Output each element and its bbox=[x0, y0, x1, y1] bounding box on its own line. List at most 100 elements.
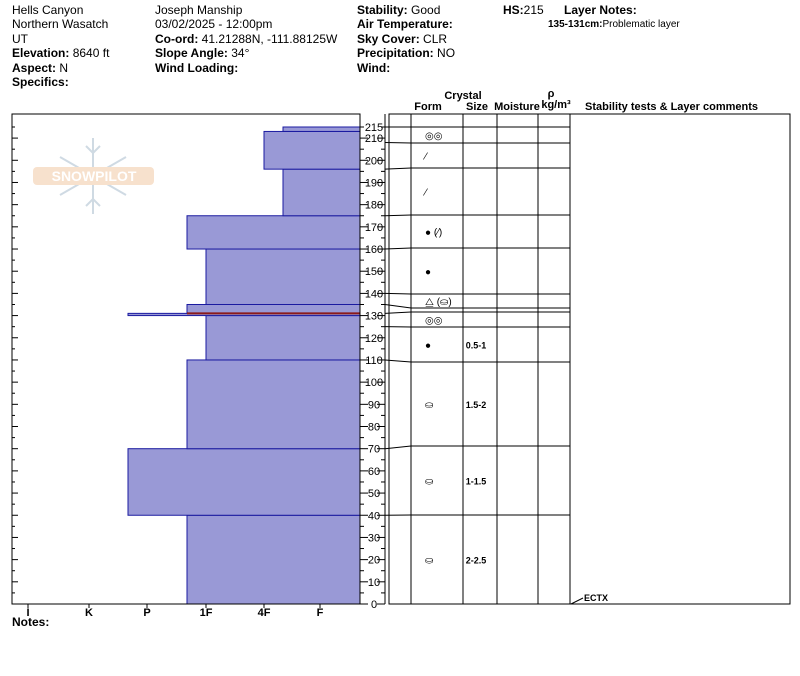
elevation-value: 8640 ft bbox=[72, 46, 110, 60]
aspect: Aspect: N bbox=[12, 61, 68, 75]
y-tick-label: 90 bbox=[368, 399, 380, 411]
y-tick-label: 70 bbox=[368, 444, 380, 456]
hardness-axis: I K P 1F 4F F bbox=[26, 604, 324, 619]
layer-connector bbox=[384, 311, 412, 314]
x-tick-label: I bbox=[26, 607, 29, 619]
grain-form: ⁄ bbox=[422, 152, 428, 163]
hardness-layer-8 bbox=[282, 168, 361, 217]
hardness-layer-7 bbox=[186, 215, 361, 250]
specifics: Specifics: bbox=[12, 75, 69, 89]
wind-label: Wind: bbox=[357, 61, 391, 75]
aspect-value: N bbox=[59, 61, 69, 75]
layer-connector bbox=[384, 303, 412, 309]
coord-label: Co-ord: bbox=[155, 32, 199, 46]
grain-size: 1-1.5 bbox=[466, 477, 487, 487]
layer-note: 135-131cm:Problematic layer bbox=[548, 18, 680, 32]
y-tick-label: 80 bbox=[368, 422, 380, 434]
observer: Joseph Manship bbox=[155, 3, 243, 17]
grain-form: ⛀ bbox=[425, 400, 433, 411]
stability-label: Stability: bbox=[357, 3, 408, 17]
hardness-layer-6 bbox=[205, 248, 361, 305]
y-tick-label: 160 bbox=[365, 244, 383, 256]
y-tick-label: 20 bbox=[368, 555, 380, 567]
hardness-layers bbox=[127, 126, 361, 605]
notes: Notes: bbox=[12, 615, 49, 629]
precipitation: Precipitation: NO bbox=[357, 46, 455, 60]
hardness-layer-2 bbox=[186, 359, 361, 450]
height-axis: 0 10 20 30 40 50 60 70 80 90 100 110 120 130 140 150 160… bbox=[12, 114, 386, 611]
moisture-header: Moisture bbox=[494, 101, 540, 113]
precip-value: NO bbox=[437, 46, 456, 60]
wind-loading-label: Wind Loading: bbox=[155, 61, 239, 75]
elevation-label: Elevation: bbox=[12, 46, 70, 60]
x-tick-label: F bbox=[317, 607, 324, 619]
layer-note-range: 135-131cm: bbox=[548, 19, 603, 30]
test-pointer bbox=[570, 597, 584, 605]
grain-size: 0.5-1 bbox=[466, 341, 487, 351]
air-temp-label: Air Temperature: bbox=[357, 17, 453, 31]
layer-connector bbox=[384, 359, 412, 363]
y-tick-label: 120 bbox=[365, 333, 383, 345]
stability-value: Good bbox=[411, 3, 441, 17]
form-header: Form bbox=[414, 101, 442, 113]
sky-label: Sky Cover: bbox=[357, 32, 420, 46]
slope-value: 34° bbox=[231, 46, 250, 60]
precip-label: Precipitation: bbox=[357, 46, 434, 60]
y-tick-label: 0 bbox=[371, 599, 377, 611]
grain-table-frame bbox=[388, 113, 791, 605]
comments-header: Stability tests & Layer comments bbox=[585, 101, 758, 113]
layer-connector bbox=[384, 292, 412, 295]
range: Northern Wasatch bbox=[12, 17, 109, 31]
hardness-plot-frame bbox=[11, 113, 361, 605]
hardness-layer-3 bbox=[205, 315, 361, 361]
y-tick-label: 190 bbox=[365, 177, 383, 189]
slope-label: Slope Angle: bbox=[155, 46, 228, 60]
grain-form: ⛀ bbox=[425, 556, 433, 567]
coord-value: 41.21288N, -111.88125W bbox=[201, 32, 338, 46]
y-tick-label: 140 bbox=[365, 288, 383, 300]
layer-connector bbox=[384, 214, 412, 217]
hardness-layer-10 bbox=[282, 126, 361, 132]
sky-cover: Sky Cover: CLR bbox=[357, 32, 447, 46]
layer-note-text: Problematic layer bbox=[602, 19, 680, 30]
layer-connector bbox=[384, 167, 412, 170]
y-tick-label: 180 bbox=[365, 200, 383, 212]
grain-form: ⧋ (⛀) bbox=[425, 297, 452, 308]
grain-form: ● (⁄) bbox=[425, 228, 442, 239]
snow-height: HS:215 bbox=[503, 3, 544, 17]
column-headers: Crystal Form Size Moisture ρ kg/m³ Stabi… bbox=[414, 88, 758, 113]
specifics-label: Specifics: bbox=[12, 75, 69, 89]
layer-connector bbox=[384, 445, 412, 450]
datetime: 03/02/2025 - 12:00pm bbox=[155, 17, 273, 31]
coordinates: Co-ord: 41.21288N, -111.88125W bbox=[155, 32, 337, 46]
air-temperature: Air Temperature: bbox=[357, 17, 453, 31]
wind: Wind: bbox=[357, 61, 390, 75]
y-tick-label: 110 bbox=[365, 355, 383, 367]
grain-size: 1.5-2 bbox=[466, 400, 487, 410]
grain-form: ◎◎ bbox=[425, 316, 443, 327]
y-tick-label: 50 bbox=[368, 488, 380, 500]
stability-test-label: ECTX bbox=[584, 593, 608, 603]
notes-label: Notes: bbox=[12, 615, 50, 629]
hardness-layer-5 bbox=[186, 303, 361, 314]
location: Hells Canyon bbox=[12, 3, 84, 17]
x-tick-label: 4F bbox=[258, 607, 271, 619]
y-tick-label: 210 bbox=[365, 133, 383, 145]
y-tick-label: 200 bbox=[365, 155, 383, 167]
sky-value: CLR bbox=[423, 32, 448, 46]
aspect-label: Aspect: bbox=[12, 61, 57, 75]
grain-form: ◎◎ bbox=[425, 131, 443, 142]
hardness-layer-1 bbox=[127, 448, 361, 516]
y-tick-label: 130 bbox=[365, 311, 383, 323]
hs-value: 215 bbox=[523, 3, 544, 17]
snowpilot-logo: SNOWPILOT bbox=[33, 138, 154, 214]
x-tick-label: P bbox=[143, 607, 150, 619]
y-tick-label: 10 bbox=[368, 577, 380, 589]
y-tick-label: 60 bbox=[368, 466, 380, 478]
crystal-header: Crystal bbox=[444, 90, 481, 102]
grain-form: ⁄ bbox=[422, 188, 428, 199]
elevation: Elevation: 8640 ft bbox=[12, 46, 109, 60]
state: UT bbox=[12, 32, 28, 46]
layer-notes: Layer Notes: bbox=[564, 3, 637, 17]
